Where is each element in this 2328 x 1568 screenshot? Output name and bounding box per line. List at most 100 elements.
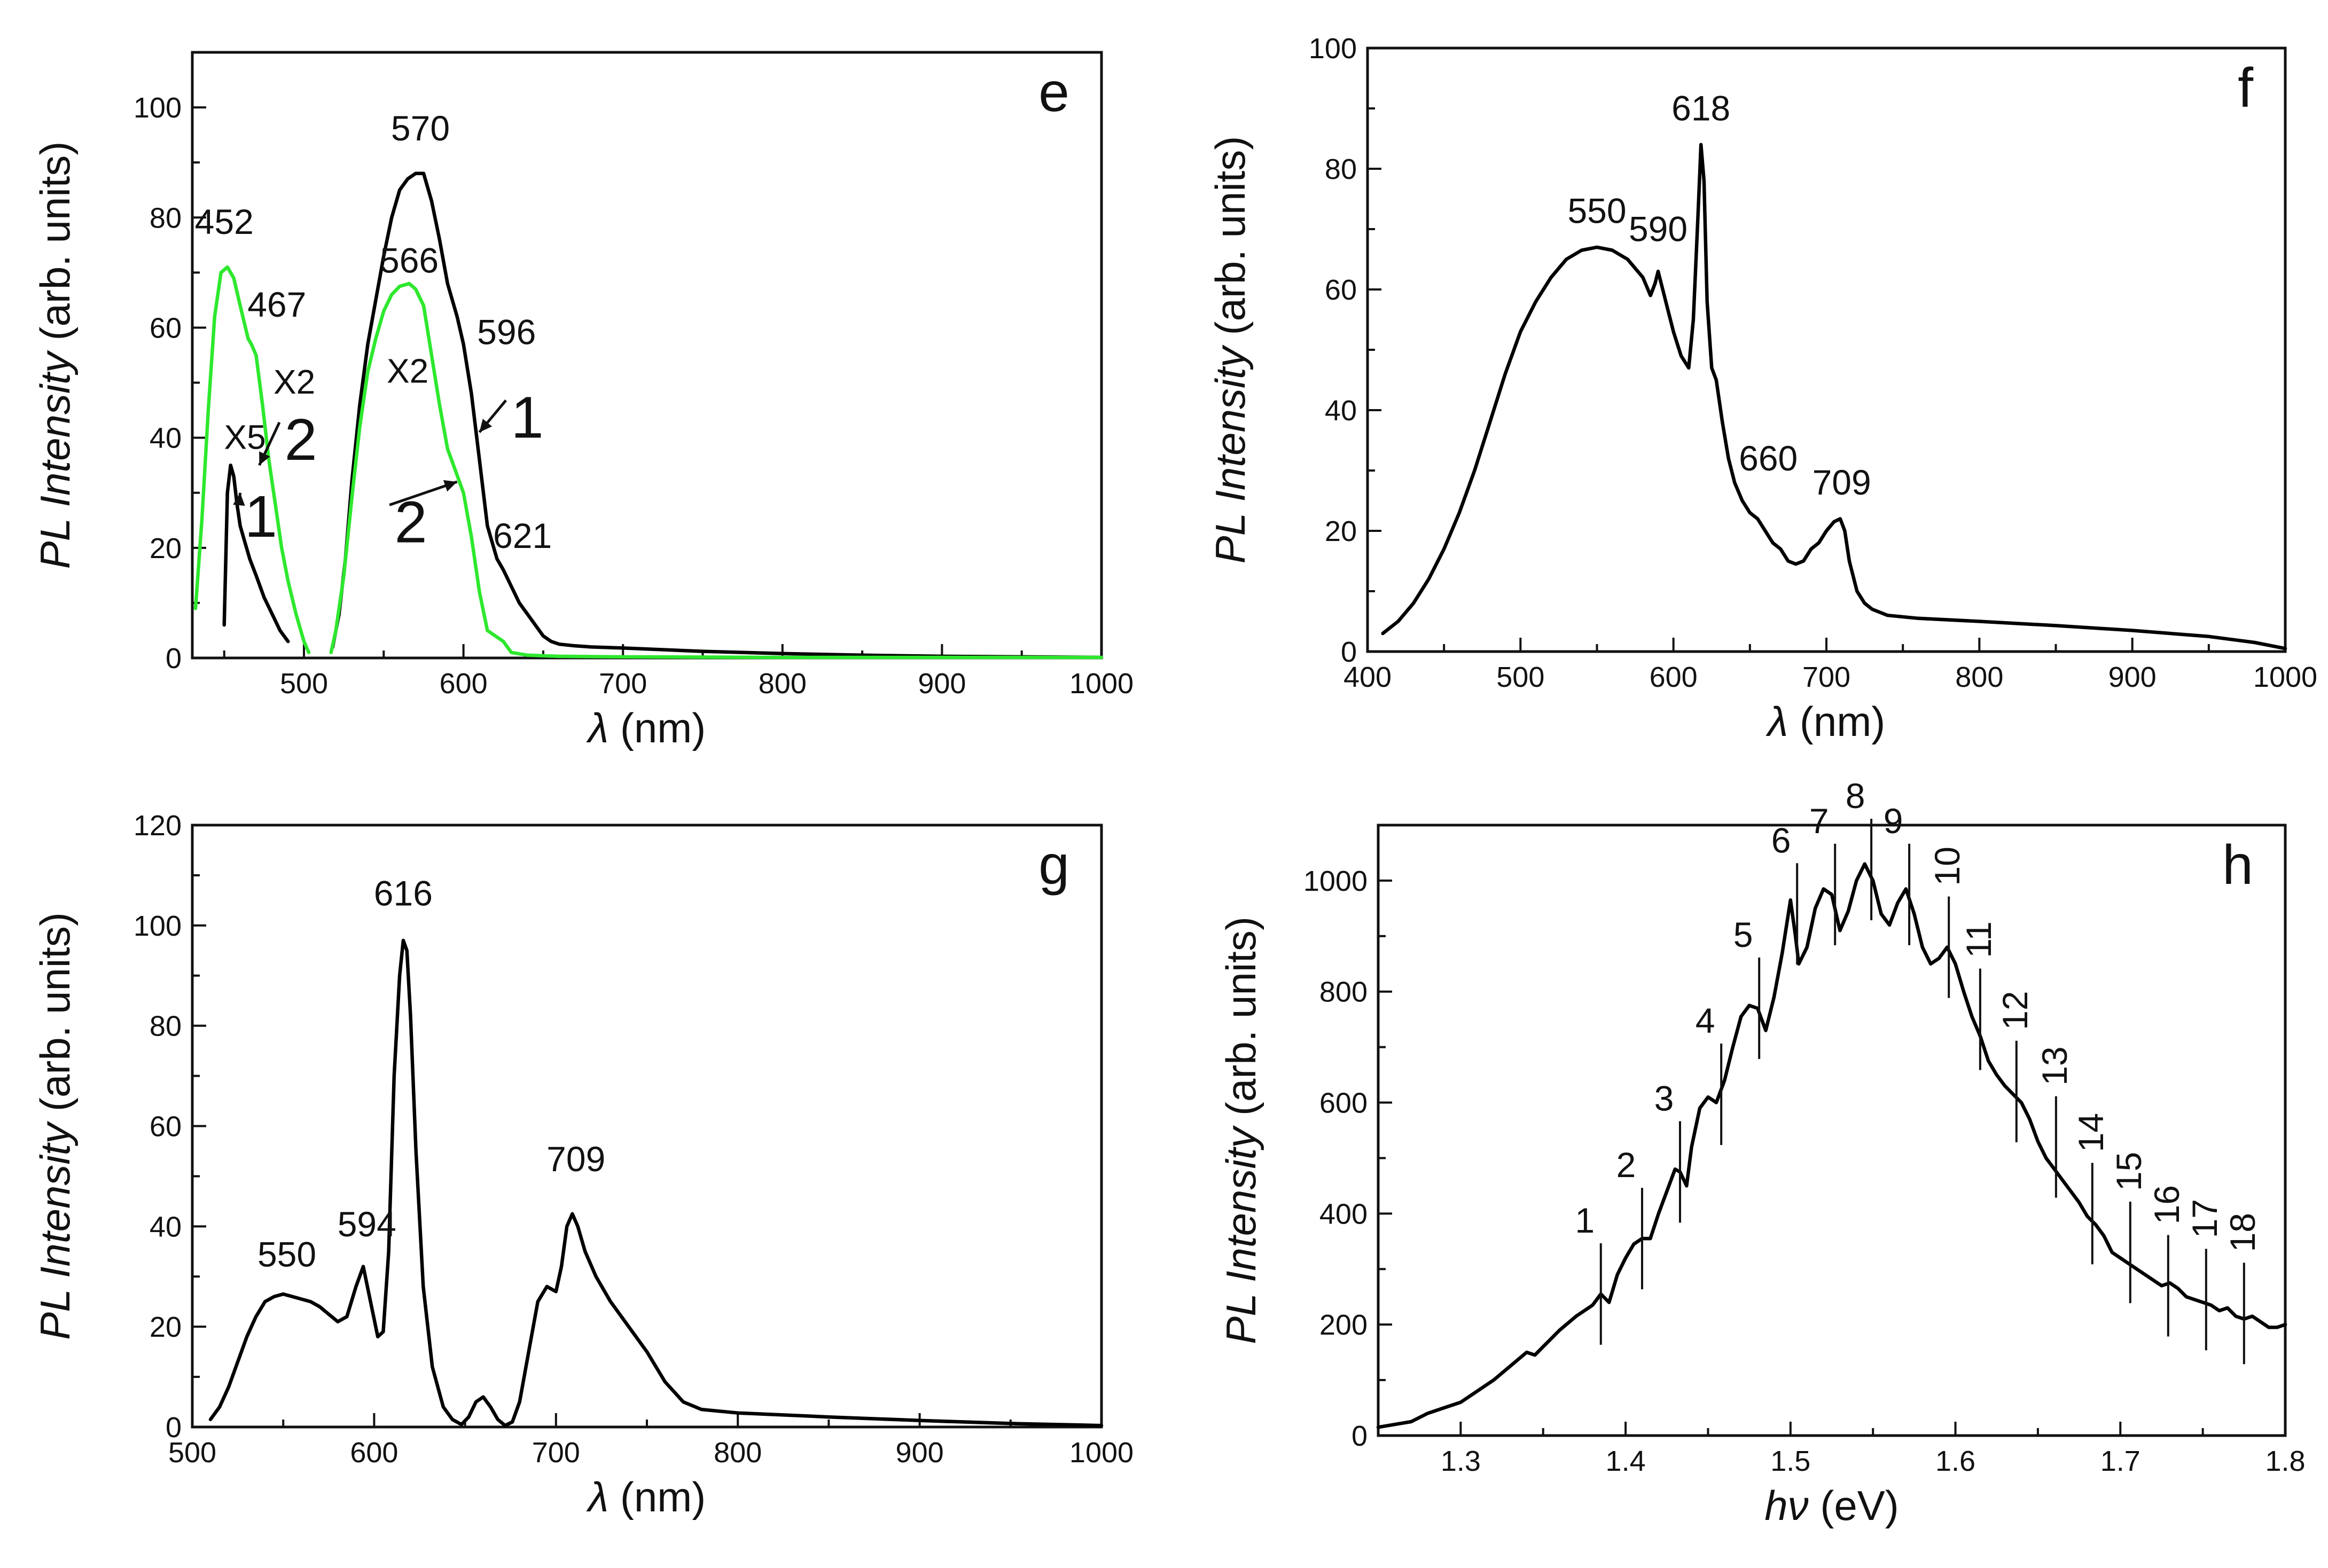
x-tick-label: 500 <box>280 668 328 700</box>
peak-label: 550 <box>1567 191 1626 231</box>
y-tick-label: 40 <box>150 422 182 454</box>
multiplier-label: X2 <box>274 363 315 401</box>
x-axis-unit: (nm) <box>608 1473 706 1520</box>
y-axis-unit: (arb. units) <box>1217 916 1264 1127</box>
panel-e: 500 600 700 800 900 1000 0 20 40 60 80 100 λ (nm) PL … <box>32 51 1134 751</box>
peak-label: 618 <box>1671 89 1730 128</box>
arrow-head <box>259 451 270 466</box>
marker-label: 12 <box>1995 991 2035 1030</box>
y-tick-label: 1000 <box>1303 865 1368 897</box>
peak-label: 570 <box>391 108 450 148</box>
curve-label: 2 <box>394 490 427 555</box>
y-axis-italic: PL Intensity <box>1207 344 1254 563</box>
x-axis-unit: (nm) <box>1788 698 1885 745</box>
y-axis-italic: PL Intensity <box>32 1121 79 1340</box>
marker-label: 2 <box>1616 1145 1636 1185</box>
x-axis-title: λ (nm) <box>586 1473 706 1520</box>
curve-label: 1 <box>245 484 277 550</box>
plot-frame <box>191 824 1103 1429</box>
y-tick-label: 60 <box>1325 274 1357 306</box>
series-line-0 <box>1376 862 2287 1429</box>
multiplier-label: X2 <box>387 352 428 390</box>
y-axis-title: PL Intensity (arb. units) <box>32 912 79 1340</box>
x-tick-label: 1.7 <box>2100 1445 2140 1477</box>
peak-label: 566 <box>380 240 439 280</box>
peak-label: 594 <box>338 1204 396 1244</box>
panel-f: 400 500 600 700 800 900 1000 0 20 40 60 80 100 λ (nm)… <box>1207 33 2317 745</box>
x-tick-label: 1.8 <box>2265 1445 2305 1477</box>
x-tick-label: 500 <box>1496 661 1544 693</box>
x-axis-unit: (nm) <box>608 704 706 751</box>
x-axis-title: λ (nm) <box>1765 698 1885 745</box>
plot-frame <box>1377 824 2287 1437</box>
x-tick-label: 400 <box>1343 661 1392 693</box>
y-axis-unit: (arb. units) <box>1207 136 1254 347</box>
y-axis-unit: (arb. units) <box>32 142 79 352</box>
x-axis-symbol: λ <box>1765 698 1788 745</box>
x-tick-label: 700 <box>1802 661 1850 693</box>
y-tick-label: 100 <box>1309 33 1357 65</box>
y-tick-label: 40 <box>1325 395 1357 427</box>
marker-label: 9 <box>1884 801 1903 841</box>
y-tick-label: 200 <box>1319 1309 1368 1341</box>
y-tick-label: 20 <box>1325 515 1357 547</box>
x-tick-label: 1000 <box>1069 1437 1134 1469</box>
y-tick-label: 800 <box>1319 976 1368 1008</box>
x-tick-label: 1.6 <box>1935 1445 1975 1477</box>
series-line-3 <box>329 281 1104 660</box>
x-tick-label: 1000 <box>1069 668 1134 700</box>
panel-letter: f <box>2238 57 2254 119</box>
y-tick-label: 20 <box>150 532 182 565</box>
x-tick-label: 500 <box>168 1437 216 1469</box>
arrow-head <box>233 492 245 506</box>
marker-label: 7 <box>1809 801 1829 841</box>
x-tick-label: 1000 <box>2253 661 2317 693</box>
marker-label: 4 <box>1696 1001 1715 1040</box>
x-axis-unit: (eV) <box>1809 1482 1899 1529</box>
peak-label: 660 <box>1739 438 1798 478</box>
y-tick-label: 0 <box>1341 636 1357 668</box>
series-line-0 <box>208 938 1104 1428</box>
y-tick-label: 80 <box>1325 153 1357 185</box>
peak-label: 590 <box>1629 209 1688 249</box>
y-tick-label: 60 <box>150 312 182 344</box>
peak-label: 709 <box>1813 462 1871 502</box>
panel-g: 500 600 700 800 900 1000 0 20 40 60 80 100 120 λ (nm)… <box>32 810 1134 1520</box>
y-tick-label: 80 <box>150 1010 182 1042</box>
series-line-0 <box>1381 143 2287 650</box>
marker-label: 14 <box>2071 1113 2111 1152</box>
x-tick-label: 600 <box>440 668 488 700</box>
peak-label: 596 <box>477 312 536 351</box>
y-tick-label: 600 <box>1319 1087 1368 1119</box>
x-axis-symbol: λ <box>586 1473 608 1520</box>
marker-label: 18 <box>2223 1213 2262 1252</box>
series-line-1 <box>193 265 311 654</box>
peak-label: 550 <box>257 1234 316 1274</box>
x-tick-label: 600 <box>1650 661 1698 693</box>
marker-label: 15 <box>2109 1152 2149 1191</box>
marker-label: 6 <box>1771 820 1791 860</box>
plot-frame <box>1366 46 2287 653</box>
y-axis-title: PL Intensity (arb. units) <box>1207 136 1254 564</box>
x-tick-label: 900 <box>918 668 966 700</box>
peak-label: 616 <box>374 873 433 913</box>
x-tick-label: 700 <box>599 668 647 700</box>
y-axis-title: PL Intensity (arb. units) <box>32 142 79 569</box>
y-tick-label: 0 <box>166 642 182 675</box>
marker-label: 16 <box>2147 1185 2186 1224</box>
multiplier-label: X5 <box>224 418 265 456</box>
peak-label: 452 <box>195 202 254 241</box>
peak-label: 467 <box>247 285 306 324</box>
x-axis-title: hν (eV) <box>1764 1482 1899 1529</box>
y-axis-italic: PL Intensity <box>32 350 79 569</box>
x-tick-label: 1.5 <box>1770 1445 1810 1477</box>
panel-h: 1.3 1.4 1.5 1.6 1.7 1.8 0 200 400 600 800 1000 hν (e… <box>1217 776 2306 1529</box>
x-axis-title: λ (nm) <box>586 704 706 751</box>
panel-letter: h <box>2222 834 2253 896</box>
y-tick-label: 20 <box>150 1311 182 1343</box>
x-tick-label: 700 <box>532 1437 580 1469</box>
y-axis-title: PL Intensity (arb. units) <box>1217 916 1264 1344</box>
x-tick-label: 1.4 <box>1606 1445 1646 1477</box>
y-tick-label: 120 <box>134 810 182 842</box>
